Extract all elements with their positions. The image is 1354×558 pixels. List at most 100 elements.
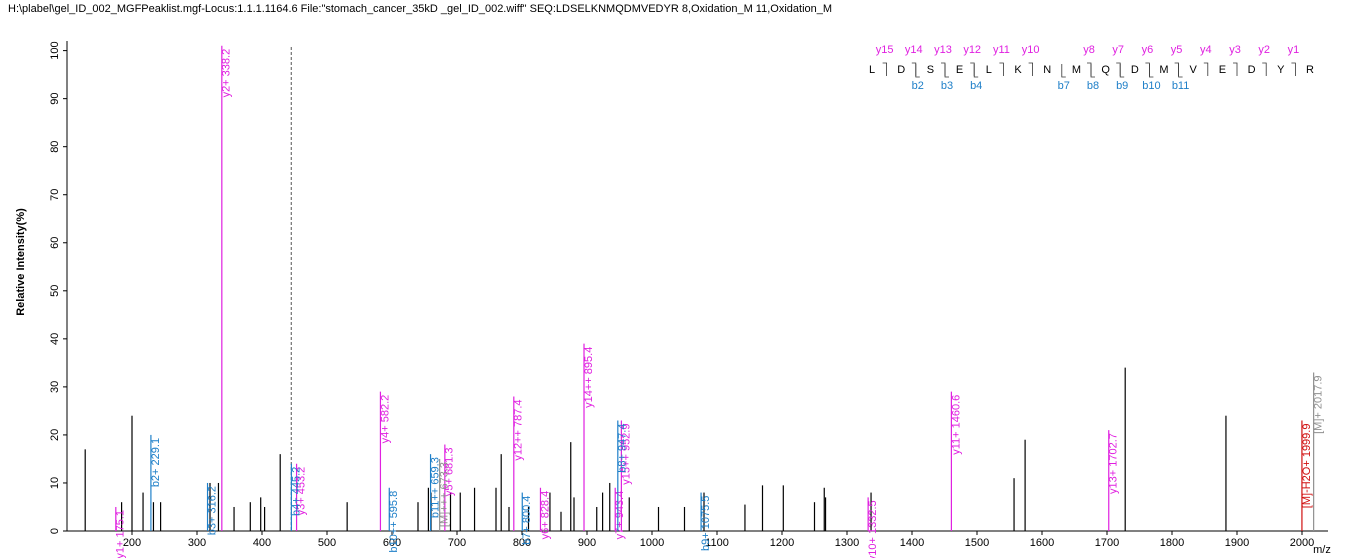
b-ion-label: b8 bbox=[1087, 80, 1099, 92]
y-ion-label: y4 bbox=[1200, 44, 1212, 56]
peak-label: b4+ 445.2 bbox=[290, 467, 302, 516]
peak-label: b8+ 947.4 bbox=[617, 424, 629, 473]
peak-label: b7+ 800.4 bbox=[521, 496, 533, 545]
y-ion-bracket bbox=[1262, 62, 1267, 76]
y-ion-bracket bbox=[1087, 62, 1092, 76]
peak-label: y1+ 175.1 bbox=[115, 510, 127, 558]
residue: L bbox=[869, 64, 875, 76]
y-ion-bracket bbox=[1028, 62, 1033, 76]
residue: S bbox=[927, 64, 934, 76]
b-ion-bracket bbox=[915, 64, 920, 78]
b-ion-label: b3 bbox=[941, 80, 953, 92]
residue: D bbox=[1248, 64, 1256, 76]
peak-label: y15++ 952.9 bbox=[620, 424, 632, 485]
b-ion-label: b10 bbox=[1142, 80, 1160, 92]
y-ion-bracket bbox=[1174, 62, 1179, 76]
y-tick-label: 40 bbox=[49, 333, 61, 345]
peak-label: b2+ 229.1 bbox=[150, 438, 162, 487]
y-ion-bracket bbox=[1116, 62, 1121, 76]
x-tick-label: 1300 bbox=[835, 537, 859, 549]
y-tick-label: 60 bbox=[49, 237, 61, 249]
x-tick-label: 1400 bbox=[900, 537, 924, 549]
peak-label: b11++ 659.3 bbox=[429, 457, 441, 518]
x-tick-label: 800 bbox=[513, 537, 531, 549]
x-tick-label: 400 bbox=[253, 537, 271, 549]
residue: E bbox=[1219, 64, 1226, 76]
b-ion-bracket bbox=[973, 64, 979, 78]
b-ion-bracket bbox=[944, 64, 949, 78]
peak-label: [M]+++ 673.3 bbox=[439, 462, 451, 527]
y-ion-bracket bbox=[911, 62, 917, 76]
peak-label: y6+ 828.4 bbox=[539, 491, 551, 540]
peak-label: y5+ 681.3 bbox=[444, 448, 456, 497]
y-tick-label: 100 bbox=[49, 41, 61, 59]
peak-label: y4+ 582.2 bbox=[379, 395, 391, 444]
y-tick-label: 10 bbox=[49, 477, 61, 489]
y-ion-label: y6 bbox=[1142, 44, 1154, 56]
y-ion-bracket bbox=[1233, 62, 1238, 76]
y-ion-label: y13 bbox=[934, 44, 952, 56]
peak-label: y13+ 1702.7 bbox=[1108, 433, 1120, 494]
b-ion-bracket bbox=[1178, 64, 1183, 78]
y-ion-bracket bbox=[970, 62, 975, 76]
residue: K bbox=[1014, 64, 1022, 76]
residue: R bbox=[1306, 64, 1314, 76]
x-tick-label: 1600 bbox=[1030, 537, 1054, 549]
y-ion-bracket bbox=[882, 62, 887, 76]
y-tick-label: 30 bbox=[49, 381, 61, 393]
x-tick-label: 1900 bbox=[1225, 537, 1249, 549]
y-ion-label: y10 bbox=[1022, 44, 1040, 56]
y-tick-label: 20 bbox=[49, 429, 61, 441]
y-ion-label: y12 bbox=[963, 44, 981, 56]
y-tick-label: 50 bbox=[49, 285, 61, 297]
y-tick-label: 0 bbox=[49, 528, 61, 534]
y-ion-bracket bbox=[1203, 62, 1209, 76]
residue: M bbox=[1072, 64, 1081, 76]
residue: E bbox=[956, 64, 963, 76]
y-tick-label: 90 bbox=[49, 93, 61, 105]
peak-label: y7+ 943.4 bbox=[614, 491, 626, 540]
x-tick-label: 1800 bbox=[1160, 537, 1184, 549]
b-ion-label: b4 bbox=[970, 80, 982, 92]
y-axis-label: Relative Intensity(%) bbox=[15, 208, 27, 316]
residue: M bbox=[1159, 64, 1168, 76]
y-ion-bracket bbox=[1145, 62, 1150, 76]
y-ion-label: y8 bbox=[1083, 44, 1095, 56]
residue: N bbox=[1043, 64, 1051, 76]
residue: Q bbox=[1101, 64, 1110, 76]
x-axis-label: m/z bbox=[1313, 544, 1331, 556]
y-ion-label: y11 bbox=[993, 44, 1010, 56]
residue: D bbox=[1131, 64, 1139, 76]
b-ion-label: b9 bbox=[1116, 80, 1128, 92]
x-tick-label: 1500 bbox=[965, 537, 989, 549]
b-ion-bracket bbox=[1090, 64, 1095, 78]
y-ion-bracket bbox=[1291, 62, 1296, 76]
x-tick-label: 2000 bbox=[1290, 537, 1314, 549]
y-ion-label: y2 bbox=[1258, 44, 1270, 56]
peak-label: y11+ 1460.6 bbox=[950, 395, 962, 455]
x-tick-label: 300 bbox=[188, 537, 206, 549]
peak-label: y10+ 1332.5 bbox=[867, 500, 879, 558]
b-ion-label: b2 bbox=[912, 80, 924, 92]
peak-label: b9+ 1075.5 bbox=[700, 496, 712, 551]
residue: D bbox=[897, 64, 905, 76]
peak-label: [M]+ 2017.9 bbox=[1313, 375, 1325, 433]
b-ion-label: b11 bbox=[1172, 80, 1190, 92]
y-tick-label: 70 bbox=[49, 189, 61, 201]
peak-label: y14++ 895.4 bbox=[583, 347, 595, 408]
peak-label: [M]-H2O+ 1999.9 bbox=[1301, 424, 1313, 509]
x-tick-label: 900 bbox=[578, 537, 596, 549]
residue: V bbox=[1190, 64, 1198, 76]
peak-label: y2+ 338.2 bbox=[221, 49, 233, 98]
peak-label: b3+ 316.2 bbox=[206, 486, 218, 535]
b-ion-bracket bbox=[1119, 64, 1125, 78]
peak-label: y3+ 453.2 bbox=[295, 467, 307, 516]
x-tick-label: 1000 bbox=[640, 537, 664, 549]
x-tick-label: 1200 bbox=[770, 537, 794, 549]
peak-label: b10++ 595.8 bbox=[388, 491, 400, 553]
y-ion-label: y15 bbox=[876, 44, 894, 56]
y-ion-label: y14 bbox=[905, 44, 923, 56]
x-tick-label: 500 bbox=[318, 537, 336, 549]
y-ion-label: y7 bbox=[1112, 44, 1124, 56]
